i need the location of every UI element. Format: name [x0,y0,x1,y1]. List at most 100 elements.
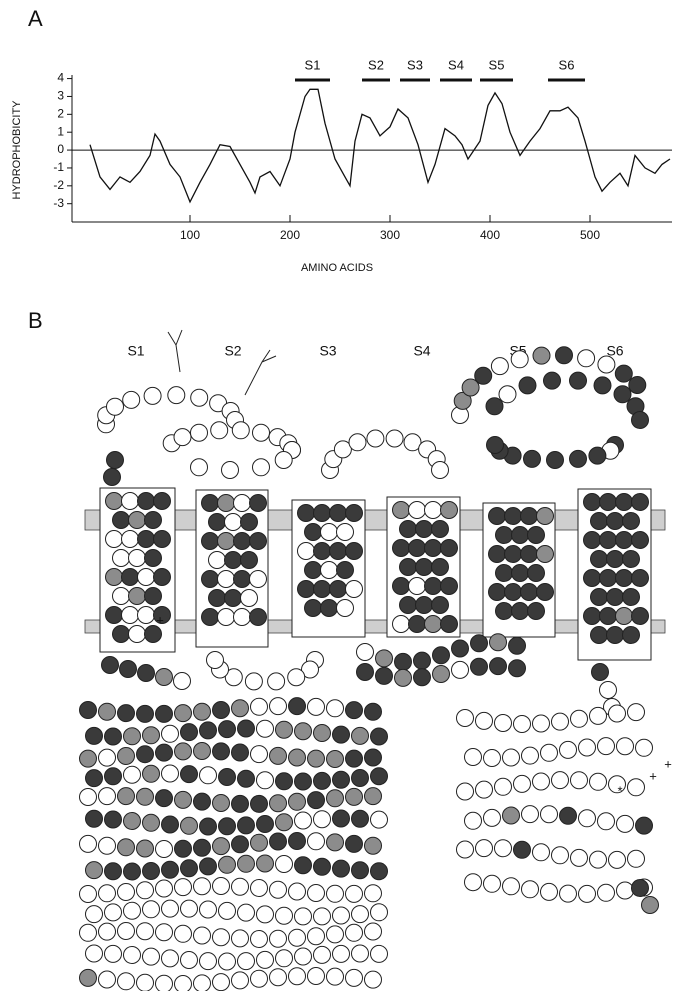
residue [627,849,645,868]
residue [294,772,312,791]
residue [490,357,509,376]
residue [333,440,352,459]
residue [320,523,338,541]
residue [606,512,624,530]
residue [456,709,474,727]
residue [606,626,624,644]
residue [143,386,162,405]
residue [569,371,587,390]
residue [193,974,211,993]
residue [307,967,325,985]
residue [631,531,649,549]
residue [155,923,173,942]
y-tick-label: -2 [53,178,64,192]
residue [504,507,522,525]
residue [345,701,363,720]
residue [231,421,250,440]
residue [307,697,325,716]
residue [599,493,617,511]
residue [231,835,249,854]
x-axis-label: AMINO ACIDS [301,262,373,274]
residue [518,376,537,395]
residue [155,879,173,898]
residue [174,975,192,993]
residue [351,769,369,787]
residue [520,583,538,601]
residue [641,896,659,914]
residue [413,668,431,687]
residue [161,815,179,834]
residue [212,837,230,856]
residue [307,884,325,902]
residue [297,542,315,560]
residue [485,397,504,416]
segment-label: S3 [407,57,423,72]
residue [136,839,154,858]
residue [527,564,545,582]
residue [336,561,354,579]
residue [98,922,116,941]
residue [224,513,242,531]
residue [532,772,550,791]
residue [498,385,517,404]
residue [237,816,255,835]
residue [399,596,417,614]
residue [504,583,522,601]
residue [193,702,211,721]
residue [155,789,173,808]
residue [231,743,249,762]
residue [589,850,607,869]
residue [504,545,522,563]
residue [128,587,146,605]
residue [370,767,388,786]
residue [233,608,251,626]
residue [615,531,633,549]
residue [155,704,173,723]
residue [104,767,122,786]
residue [494,777,512,796]
residue [155,840,173,858]
residue [161,764,179,783]
residue [161,899,179,918]
residue [287,668,306,687]
residue [144,511,162,529]
residue [364,970,382,989]
residue [495,602,513,620]
residue [274,451,293,469]
residue [252,458,270,477]
residue [408,577,426,595]
residue [142,900,160,919]
residue [288,882,306,901]
residue [589,772,607,791]
residue [136,704,154,723]
residue [432,665,450,683]
residue [470,657,488,676]
residue [218,952,236,971]
residue [513,840,531,859]
residue [521,880,539,899]
residue [85,944,103,963]
residue [627,778,645,797]
residue [606,588,624,606]
residue [508,636,526,655]
residue [294,811,312,830]
residue [173,428,192,447]
residue [615,493,633,511]
residue [288,748,306,767]
residue [104,944,122,963]
residue [502,877,520,896]
residue [267,672,286,691]
residue [356,663,374,681]
residue [98,836,116,855]
residue [583,569,601,587]
residue [208,513,226,531]
residue [98,702,116,721]
residue [224,668,243,687]
charge-symbol: + [664,756,672,771]
residue [464,748,482,766]
residue [288,832,306,850]
residue [329,580,347,598]
residue [105,606,123,624]
residue [155,743,173,762]
residue [583,607,601,625]
